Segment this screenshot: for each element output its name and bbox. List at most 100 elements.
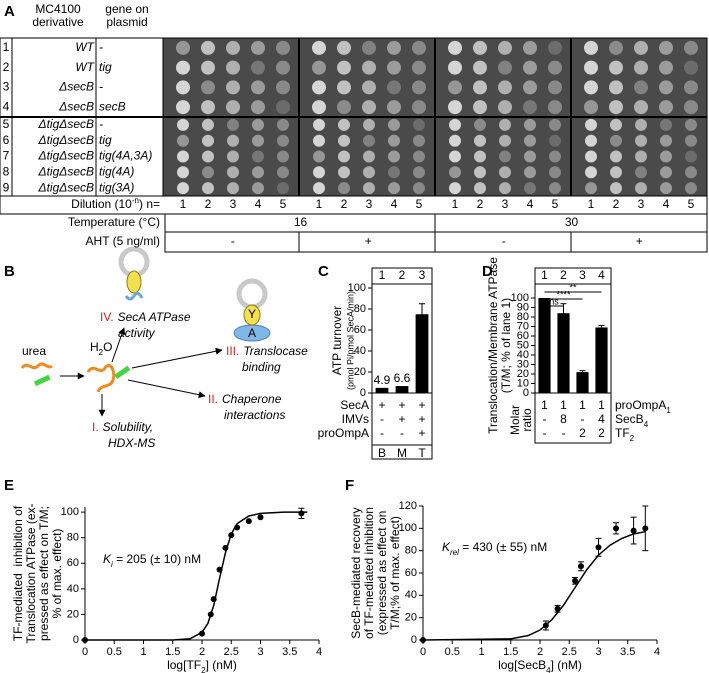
data-point [572,577,579,584]
y-tick-label: 60 [517,330,529,342]
colony-spot [226,40,240,55]
dilution-number: 3 [638,197,645,211]
dilution-number: 2 [205,197,212,211]
colony-spot [685,150,697,163]
colony-spot [524,182,536,195]
annotation-part: = 205 (± 10) nM [113,552,201,566]
water-label-part: H [90,340,99,354]
colony-spot [499,182,511,195]
seca-icon [126,270,142,294]
colony-spot [585,150,597,163]
dilution-number: 3 [230,197,237,211]
plasmid-gene: - [99,117,103,131]
temperature: 30 [565,215,579,229]
colony-spot [338,166,350,179]
arrow [127,379,206,399]
y-tick-label: 80 [517,311,529,323]
condition-label: proOmpA [318,426,369,440]
condition-label-part: 2 [630,434,635,443]
colony-spot [202,118,214,131]
colony-spot [549,118,561,131]
colony-spot [524,134,536,147]
lane-number: 3 [419,268,426,282]
y-axis-label: % of max. effect) [50,529,64,619]
bar [375,387,389,393]
colony-spot [498,60,512,75]
colony-spot [313,134,325,147]
colony-spot [659,40,673,55]
colony-spot [201,40,215,55]
condition-cell: - [581,412,585,426]
colony-spot [176,80,190,95]
colony-spot [548,40,562,55]
condition-cell: 1 [560,398,567,412]
bar [538,298,551,393]
colony-spot [277,118,289,131]
value-label: 4.9 [374,373,391,387]
dilution-number: 5 [688,197,695,211]
data-point [613,525,620,532]
water-label: H2O [90,340,112,356]
colony-spot [313,118,325,131]
colony-spot [362,100,376,115]
colony-spot [684,100,698,115]
lane-number: 1 [541,268,548,282]
diagram-b: B Y A urea [4,246,271,417]
panel-label: F [345,477,354,494]
y-tick-label: 80 [405,545,417,557]
panel-label: E [4,477,14,494]
ratio-label: Molar [508,405,522,435]
colony-spot [176,40,190,55]
substrate-icon [124,291,144,301]
step-label: interactions [224,408,285,422]
step-label: III. Translocase [226,344,308,358]
colony-spot [635,134,647,147]
y-tick-label: 10 [517,377,529,389]
colony-spot [549,150,561,163]
colony-spot [449,166,461,179]
x-tick-label: 3 [257,646,263,658]
step-label: IV. SecA ATPase [100,310,191,324]
colony-spot [202,166,214,179]
colony-spot [660,182,672,195]
y-tick-label: 40 [67,583,79,595]
colony-spot [585,118,597,131]
colony-spot [227,118,239,131]
dilution-number: 3 [502,197,509,211]
x-axis-label-part: ] (nM) [551,658,582,672]
strain: ΔtigΔsecB [38,149,94,163]
colony-spot [412,80,426,95]
aht-sign: + [636,234,643,248]
colony-spot [585,166,597,179]
column-header: derivative [32,15,84,29]
lane-number: 5 [3,117,10,131]
column-header: plasmid [106,15,147,29]
y-axis-label: ATP turnover [330,306,344,376]
colony-spot [449,134,461,147]
colony-spot [499,134,511,147]
plasmid-gene: - [99,80,103,94]
colony-spot [337,100,351,115]
annotation-part: rel [450,548,459,557]
condition-cell: + [418,426,425,440]
strain: ΔtigΔsecB [38,117,94,131]
colony-spot [338,134,350,147]
colony-spot [387,40,401,55]
colony-spot [413,150,425,163]
dilution-number: 2 [613,197,620,211]
colony-spot [474,166,486,179]
dilution-number: 5 [416,197,423,211]
colony-spot [584,40,598,55]
dilution-label-part: ) n= [139,197,160,211]
colony-spot [609,60,623,75]
colony-spot [449,118,461,131]
colony-spot [473,80,487,95]
colony-spot [584,60,598,75]
y-axis-label: Translocation/Membrane ATPase [486,257,500,434]
aht-sign: + [365,234,372,248]
colony-spot [252,150,264,163]
colony-spot [227,134,239,147]
x-axis-label: log[TF2] (nM) [167,658,237,673]
colony-spot [202,150,214,163]
colony-spot [276,60,290,75]
